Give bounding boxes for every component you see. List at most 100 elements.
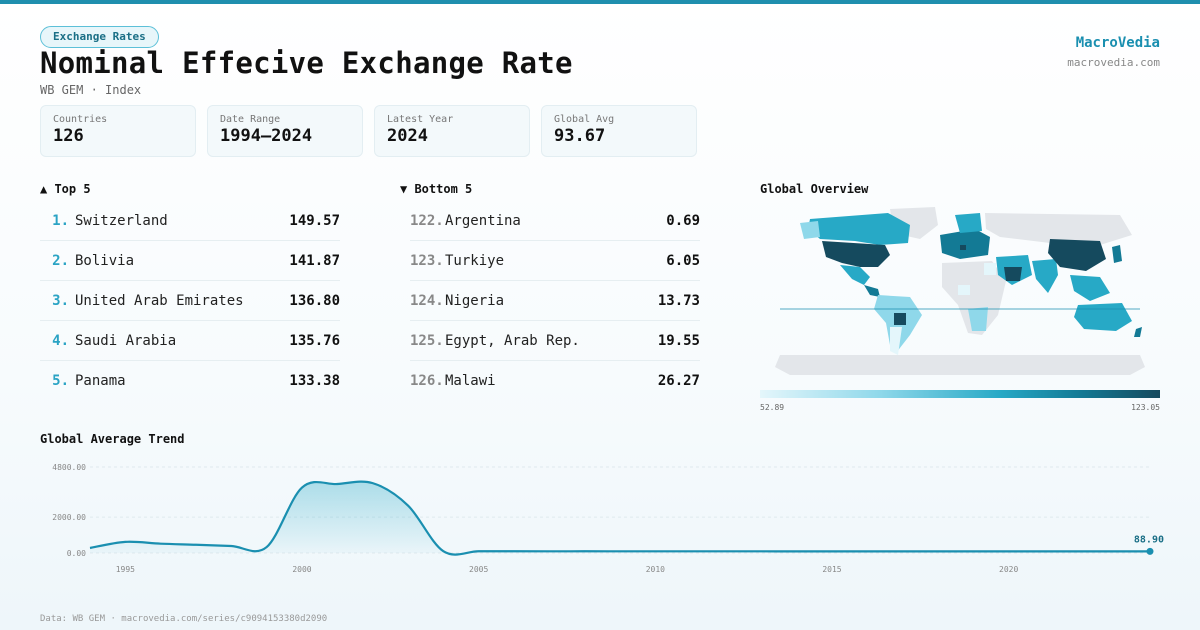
list-item[interactable]: 4. Saudi Arabia 135.76	[40, 321, 340, 361]
rank-number: 5.	[52, 373, 69, 389]
stat-label: Countries	[53, 114, 108, 125]
map-region-china	[1048, 239, 1106, 271]
top-accent-bar	[0, 0, 1200, 4]
stat-value: 126	[53, 126, 84, 146]
stat-label: Global Avg	[554, 114, 615, 125]
rank-number: 3.	[52, 292, 69, 309]
rank-number: 4.	[52, 332, 69, 349]
trend-chart[interactable]: 4800.00 2000.00 0.00 1995 2000 2005 2010 2015 20…	[40, 455, 1170, 585]
rank-number: 122.	[410, 212, 444, 229]
country-value: 19.55	[657, 332, 700, 349]
stat-label: Latest Year	[387, 114, 454, 125]
map-region-bolivia	[894, 313, 906, 325]
scale-min-label: 52.89	[760, 403, 785, 412]
list-item[interactable]: 3. United Arab Emirates 136.80	[40, 281, 340, 321]
list-item[interactable]: 5. Panama 133.38	[40, 361, 340, 401]
stat-card-date-range: Date Range 1994–2024	[207, 105, 363, 157]
map-region-saudi-arabia	[1004, 267, 1022, 281]
map-region-india	[1032, 259, 1058, 293]
map-region-se-asia	[1070, 275, 1110, 301]
map-region-egypt	[984, 263, 996, 275]
stat-card-countries: Countries 126	[40, 105, 196, 157]
last-point-marker	[1146, 547, 1154, 555]
trend-heading: Global Average Trend	[40, 432, 185, 446]
country-value: 0.69	[666, 212, 700, 229]
page-title: Nominal Effecive Exchange Rate	[40, 46, 573, 80]
scale-max-label: 123.05	[1131, 403, 1160, 412]
list-item[interactable]: 2. Bolivia 141.87	[40, 241, 340, 281]
stat-value: 1994–2024	[220, 126, 313, 146]
map-region-central-america	[864, 285, 880, 297]
stat-label: Date Range	[220, 114, 281, 125]
world-map[interactable]	[760, 205, 1160, 385]
page-subtitle: WB GEM · Index	[40, 83, 142, 97]
rank-number: 125.	[410, 332, 444, 349]
map-region-southern-africa	[968, 307, 988, 331]
country-value: 6.05	[666, 252, 700, 269]
map-region-nigeria	[958, 285, 970, 295]
country-value: 133.38	[289, 373, 340, 389]
top5-list: 1. Switzerland 149.57 2. Bolivia 141.87 …	[40, 201, 340, 401]
brand-name[interactable]: MacroVedia	[1075, 35, 1160, 51]
category-tag[interactable]: Exchange Rates	[40, 26, 159, 48]
stat-card-global-avg: Global Avg 93.67	[541, 105, 697, 157]
country-value: 13.73	[657, 292, 700, 309]
x-tick-label: 2010	[646, 565, 665, 574]
x-tick-label: 2015	[822, 565, 841, 574]
x-tick-label: 1995	[116, 565, 135, 574]
bottom5-heading: ▼ Bottom 5	[400, 182, 473, 196]
y-tick-label: 4800.00	[52, 463, 86, 472]
x-tick-label: 2000	[292, 565, 311, 574]
map-region-russia	[985, 213, 1132, 245]
country-name: Argentina	[445, 212, 521, 229]
stat-card-latest-year: Latest Year 2024	[374, 105, 530, 157]
country-name: Egypt, Arab Rep.	[445, 332, 580, 349]
y-tick-label: 0.00	[67, 549, 86, 558]
map-region-antarctica	[775, 355, 1145, 375]
rank-number: 126.	[410, 373, 444, 389]
map-region-mexico	[840, 265, 870, 285]
country-name: Bolivia	[75, 252, 135, 269]
country-value: 26.27	[657, 373, 700, 389]
list-item[interactable]: 125. Egypt, Arab Rep. 19.55	[410, 321, 700, 361]
list-item[interactable]: 122. Argentina 0.69	[410, 201, 700, 241]
rank-number: 1.	[52, 212, 69, 229]
x-tick-label: 2020	[999, 565, 1018, 574]
brand-block: MacroVedia macrovedia.com	[1067, 35, 1160, 69]
rank-number: 123.	[410, 252, 444, 269]
stat-value: 93.67	[554, 126, 606, 146]
list-item[interactable]: 124. Nigeria 13.73	[410, 281, 700, 321]
world-map-svg	[775, 207, 1145, 375]
brand-url[interactable]: macrovedia.com	[1067, 56, 1160, 69]
country-name: Malawi	[445, 373, 496, 389]
rank-number: 124.	[410, 292, 444, 309]
map-region-europe	[940, 229, 990, 259]
y-tick-label: 2000.00	[52, 513, 86, 522]
map-region-new-zealand	[1134, 327, 1142, 337]
country-value: 141.87	[289, 252, 340, 269]
stat-value: 2024	[387, 126, 428, 146]
country-name: United Arab Emirates	[75, 292, 244, 309]
list-item[interactable]: 126. Malawi 26.27	[410, 361, 700, 401]
bottom5-list: 122. Argentina 0.69 123. Turkiye 6.05 12…	[410, 201, 700, 401]
color-scale-bar	[760, 390, 1160, 398]
map-region-japan	[1112, 245, 1122, 263]
rank-number: 2.	[52, 252, 69, 269]
top5-heading: ▲ Top 5	[40, 182, 91, 196]
country-value: 135.76	[289, 332, 340, 349]
list-item[interactable]: 1. Switzerland 149.57	[40, 201, 340, 241]
country-value: 149.57	[289, 212, 340, 229]
country-name: Panama	[75, 373, 126, 389]
map-region-australia	[1074, 303, 1132, 331]
map-region-africa	[942, 261, 1006, 335]
country-name: Switzerland	[75, 212, 168, 229]
country-name: Nigeria	[445, 292, 505, 309]
country-value: 136.80	[289, 292, 340, 309]
country-name: Saudi Arabia	[75, 332, 177, 349]
map-region-usa	[822, 241, 890, 267]
list-item[interactable]: 123. Turkiye 6.05	[410, 241, 700, 281]
last-value-label: 88.90	[1134, 534, 1164, 545]
map-region-switzerland	[960, 245, 966, 250]
footer-source: Data: WB GEM · macrovedia.com/series/c90…	[40, 614, 328, 624]
x-tick-label: 2005	[469, 565, 488, 574]
